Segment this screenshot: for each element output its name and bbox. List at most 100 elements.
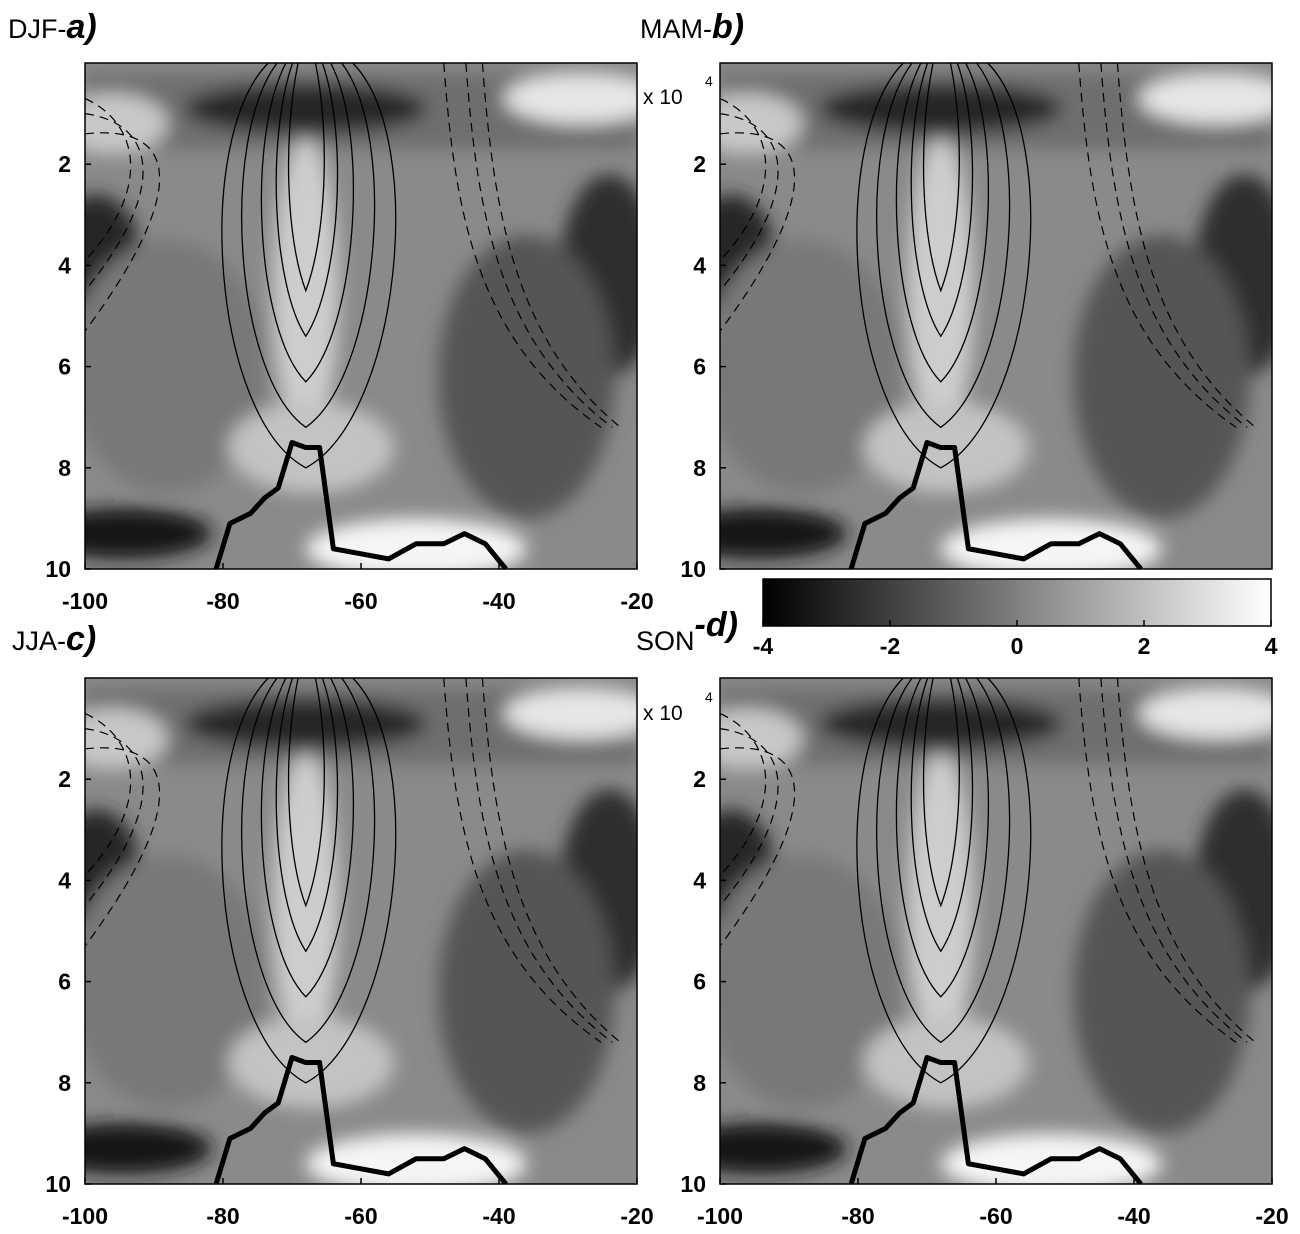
- y-tick-label: 6: [693, 969, 706, 995]
- panel-label: SON-d): [636, 606, 738, 656]
- contour-solid-2: [910, 678, 974, 953]
- panel-label: JJA-c): [12, 620, 96, 658]
- shade-right-mid: [438, 850, 615, 1134]
- contour-dashed-right-1: [481, 678, 621, 1043]
- contour-dashed-right-1: [1116, 678, 1256, 1043]
- contour-dashed-right-1: [1116, 63, 1256, 428]
- x-tick-label: -20: [620, 588, 653, 614]
- shade-right-mid: [1073, 850, 1250, 1134]
- y-tick-label: 6: [693, 354, 706, 380]
- contour-dashed-left-1: [720, 712, 767, 876]
- multiplier-label: x 10: [643, 702, 683, 725]
- contour-solid-4: [876, 678, 1011, 1044]
- heatmap-field: [85, 63, 637, 569]
- contour-dashed-left-3: [720, 132, 796, 332]
- y-tick-label: 2: [58, 766, 71, 792]
- contour-dashed-left-1: [85, 712, 132, 876]
- x-tick-label: -60: [344, 588, 377, 614]
- contour-dashed-right-3: [1078, 63, 1237, 428]
- heatmap-field: [720, 678, 1272, 1184]
- contour-solid-1: [287, 678, 325, 908]
- panel-label-season: JJA-: [12, 626, 66, 656]
- shade-upper-left-light: [720, 93, 803, 155]
- contour-dashed-right-2: [465, 63, 613, 428]
- contour-solid-3: [260, 63, 354, 383]
- contour-dashed: [85, 63, 621, 428]
- contour-solid-5: [221, 678, 397, 1084]
- y-tick-label: 6: [58, 354, 71, 380]
- heatmap-shading: [85, 688, 637, 1184]
- y-tick-label: 4: [58, 252, 71, 278]
- colorbar-tick-label: -4: [753, 633, 774, 659]
- multiplier-exponent: 4: [705, 689, 713, 705]
- contour-dashed-right-3: [443, 678, 602, 1043]
- y-tick-label: 8: [58, 1070, 71, 1096]
- colorbar-tick-label: 4: [1265, 633, 1278, 659]
- panel-label: MAM-b): [640, 8, 744, 46]
- panel-label-letter: -d): [695, 606, 738, 644]
- contour-solid-3: [895, 63, 989, 383]
- y-tick-label: 8: [693, 1070, 706, 1096]
- x-tick-label: -20: [1255, 1203, 1288, 1229]
- shade-upper-jet: [184, 83, 428, 134]
- y-tick-label: 2: [58, 151, 71, 177]
- x-tick-label: -40: [482, 588, 515, 614]
- x-tick-label: -40: [1117, 1203, 1150, 1229]
- contour-solid-2: [275, 678, 339, 953]
- shade-upper-right-light: [1139, 688, 1272, 739]
- colorbar-tick-label: -2: [880, 633, 900, 659]
- shade-upper-left-light: [720, 708, 803, 770]
- shade-right-mid: [1073, 235, 1250, 519]
- y-tick-label: 4: [693, 867, 706, 893]
- contour-dashed-left-1: [720, 97, 767, 261]
- panel-label-letter: b): [712, 8, 744, 46]
- contour-solid-3: [895, 678, 989, 998]
- contour-solid-5: [221, 63, 397, 469]
- contour-solid-5: [856, 63, 1032, 469]
- y-tick-label: 10: [45, 556, 71, 582]
- multiplier-label: x 10: [643, 86, 683, 109]
- panel-label-letter: c): [66, 620, 96, 658]
- heatmap-shading: [720, 73, 1272, 569]
- topography-line: [213, 440, 508, 569]
- heatmap-shading: [85, 73, 637, 569]
- contour-solid-2: [910, 63, 974, 338]
- contour-lines: [856, 63, 1032, 469]
- contour-dashed: [720, 63, 1256, 428]
- heatmap-field: [85, 678, 637, 1184]
- y-tick-label: 10: [680, 556, 706, 582]
- contour-dashed-right-3: [443, 63, 602, 428]
- contour-dashed-left-3: [85, 132, 161, 332]
- x-tick-label: -80: [206, 1203, 239, 1229]
- y-tick-label: 8: [693, 455, 706, 481]
- shade-surface-dark: [85, 1123, 212, 1174]
- shade-upper-right-light: [504, 688, 637, 739]
- x-tick-label: -100: [697, 1203, 743, 1229]
- shade-upper-jet: [819, 698, 1063, 749]
- shade-upper-jet: [819, 83, 1063, 134]
- colorbar: -4 -2 0 2 4: [753, 578, 1278, 659]
- contour-lines: [221, 63, 397, 469]
- heatmap-shading: [720, 688, 1272, 1184]
- colorbar-tick-label: 0: [1011, 633, 1024, 659]
- topography-line: [213, 1055, 508, 1184]
- topography-line: [848, 1055, 1143, 1184]
- shade-upper-left-light: [85, 708, 168, 770]
- y-tick-label: 10: [680, 1171, 706, 1197]
- panel-a: 2 4 6 8 10 -100 -80 -60 -40 -20 x 10 4 DJF-a): [8, 8, 713, 614]
- contour-dashed-left-3: [85, 747, 161, 947]
- y-tick-label: 6: [58, 969, 71, 995]
- contour-solid-3: [260, 678, 354, 998]
- y-tick-label: 2: [693, 151, 706, 177]
- colorbar-gradient: [762, 578, 1272, 627]
- contour-solid-1: [922, 63, 960, 293]
- contour-dashed-right-1: [481, 63, 621, 428]
- contour-dashed: [85, 678, 621, 1043]
- contour-solid-1: [287, 63, 325, 293]
- x-tick-label: -20: [620, 1203, 653, 1229]
- shade-left-mid: [85, 240, 268, 494]
- shade-upper-left-light: [85, 93, 168, 155]
- contour-dashed-left-3: [720, 747, 796, 947]
- contour-dashed-right-2: [1100, 678, 1248, 1043]
